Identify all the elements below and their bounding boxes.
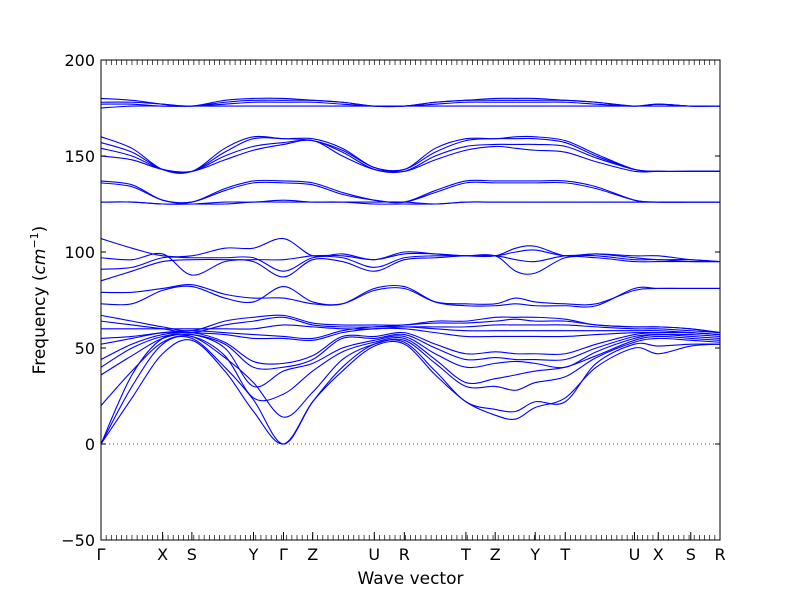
y-axis-label: Frequency (cm−1) [28, 226, 50, 375]
band-line-5 [100, 333, 721, 388]
band-line-27 [100, 105, 720, 109]
series-layer [100, 97, 721, 445]
y-axis-label-exponent: −1 [28, 232, 41, 248]
x-tick-label-15: S [686, 545, 696, 564]
x-tick-label-3: S [187, 545, 197, 564]
x-tick-label-13: U [629, 545, 641, 564]
band-line-15 [100, 254, 720, 282]
x-tick-label-2: X [157, 545, 168, 564]
band-line-9 [100, 325, 721, 340]
plot-frame [100, 59, 721, 541]
band-line-30 [100, 97, 721, 108]
y-axis-label-close: ) [30, 226, 50, 233]
band-line-12 [100, 314, 721, 334]
band-line-3 [100, 333, 721, 445]
band-line-28 [100, 101, 721, 107]
band-line-2 [100, 335, 721, 445]
y-tick-label: 150 [64, 147, 95, 166]
band-line-17 [100, 249, 721, 276]
band-line-26 [100, 135, 720, 174]
x-axis-label: Wave vector [358, 569, 464, 589]
x-tick-label-5: Γ [279, 545, 288, 564]
y-axis-label-text: Frequency ( [30, 274, 50, 374]
x-tick-label-9: T [460, 545, 471, 564]
band-line-24 [100, 139, 720, 174]
band-line-14 [100, 283, 720, 308]
y-tick-label: 200 [64, 51, 95, 70]
band-line-1 [100, 339, 721, 445]
band-line-20 [100, 199, 720, 205]
x-tick-label-1: Γ [97, 545, 106, 564]
band-line-23 [100, 139, 720, 173]
band-line-6 [100, 333, 721, 370]
band-line-21 [100, 181, 720, 204]
band-line-8 [100, 327, 721, 345]
x-tick-label-7: U [368, 545, 380, 564]
y-tick-label: 0 [85, 435, 95, 454]
band-line-25 [100, 137, 720, 174]
x-tick-label-16: R [714, 545, 725, 564]
band-line-22 [100, 179, 720, 204]
band-line-18 [100, 237, 721, 263]
y-tick-label: 50 [75, 339, 95, 358]
x-tick-label-6: Z [307, 545, 318, 564]
x-tick-label-8: R [399, 545, 410, 564]
band-line-16 [100, 254, 721, 272]
y-tick-label: −50 [61, 531, 95, 550]
x-tick-label-11: Y [529, 545, 540, 564]
x-tick-label-10: Z [490, 545, 501, 564]
y-tick-label: 100 [64, 243, 95, 262]
y-tick-layer: −50 0 50 100 150 200 [61, 51, 720, 550]
y-axis-label-math: cm [30, 249, 50, 275]
x-tick-label-14: X [653, 545, 664, 564]
band-line-7 [100, 331, 721, 365]
x-tick-label-12: T [559, 545, 570, 564]
x-tick-label-4: Y [248, 545, 259, 564]
band-line-4 [100, 335, 721, 406]
